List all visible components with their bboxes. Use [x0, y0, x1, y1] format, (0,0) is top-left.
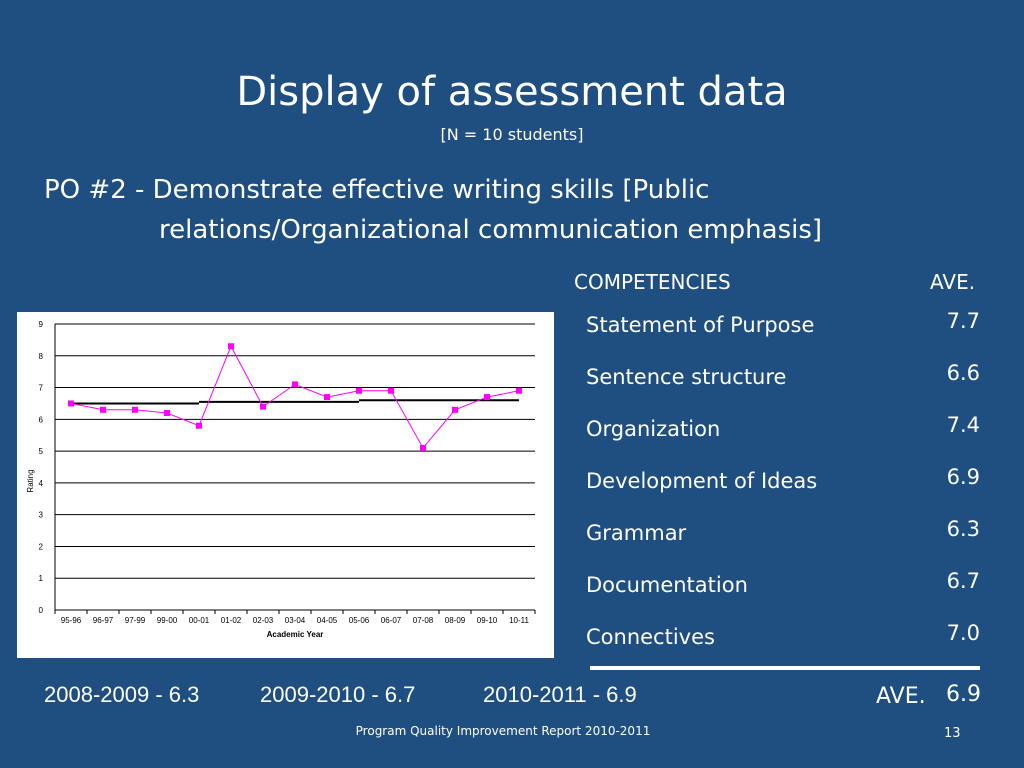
- data-point: [516, 387, 522, 394]
- competencies-header: COMPETENCIES: [574, 270, 731, 294]
- x-tick-label: 97-99: [125, 616, 146, 625]
- x-tick-label: 00-01: [189, 616, 210, 625]
- data-point: [260, 403, 266, 410]
- data-point: [68, 400, 74, 407]
- competency-average: 6.6: [946, 361, 980, 385]
- competency-row: Development of Ideas 6.9: [586, 465, 980, 508]
- y-tick-label: 1: [39, 574, 44, 583]
- competency-name: Connectives: [586, 625, 715, 649]
- x-tick-label: 01-02: [221, 616, 242, 625]
- x-tick-label: 06-07: [381, 616, 402, 625]
- y-tick-label: 3: [39, 511, 44, 520]
- total-divider: [590, 666, 980, 670]
- data-point: [356, 387, 362, 394]
- y-tick-label: 2: [39, 542, 44, 551]
- series-line: [70, 345, 520, 449]
- x-tick-label: 95-96: [61, 616, 82, 625]
- y-tick-label: 8: [39, 352, 44, 361]
- y-tick-label: 4: [39, 479, 44, 488]
- competency-row: Documentation 6.7: [586, 569, 980, 612]
- data-point: [196, 422, 202, 429]
- data-point: [420, 444, 426, 451]
- competency-average: 7.7: [946, 309, 980, 333]
- competency-name: Grammar: [586, 521, 687, 545]
- x-tick-label: 03-04: [285, 616, 306, 625]
- competency-average: 7.0: [946, 621, 980, 645]
- page-number: 13: [944, 726, 961, 741]
- competency-name: Development of Ideas: [586, 469, 818, 493]
- y-tick-label: 5: [39, 447, 44, 456]
- competency-name: Organization: [586, 417, 721, 441]
- data-point: [388, 387, 394, 394]
- y-axis-title: Rating: [26, 469, 35, 492]
- competency-row: Sentence structure 6.6: [586, 361, 980, 404]
- ave-header: AVE.: [930, 270, 976, 294]
- year-average: 2009-2010 - 6.7: [260, 682, 416, 707]
- x-tick-label: 08-09: [445, 616, 466, 625]
- overall-average-label: AVE.: [876, 684, 926, 709]
- data-point: [484, 394, 490, 401]
- data-point: [228, 343, 234, 350]
- x-tick-label: 96-97: [93, 616, 114, 625]
- overall-average-value: 6.9: [946, 682, 981, 707]
- y-tick-label: 9: [39, 320, 44, 329]
- program-outcome-line-2: relations/Organizational communication e…: [159, 215, 823, 245]
- competency-name: Documentation: [586, 573, 748, 597]
- competency-average: 7.4: [946, 413, 980, 437]
- data-point: [100, 406, 106, 413]
- data-point: [164, 409, 170, 416]
- competency-name: Sentence structure: [586, 365, 787, 389]
- y-tick-label: 7: [39, 384, 44, 393]
- year-average: 2010-2011 - 6.9: [483, 682, 637, 707]
- y-tick-label: 6: [39, 415, 44, 424]
- slide-title: Display of assessment data: [236, 69, 788, 115]
- x-tick-label: 02-03: [253, 616, 274, 625]
- competency-average: 6.3: [946, 517, 980, 541]
- competency-row: Connectives 7.0: [586, 621, 980, 664]
- competency-row: Organization 7.4: [586, 413, 980, 456]
- rating-chart-svg: 0 1 2 3 4 5 6 7 8 9 95-96 96-97 97-99 99-00 00-01 01-02…: [26, 320, 536, 639]
- data-point: [452, 406, 458, 413]
- x-tick-label: 05-06: [349, 616, 370, 625]
- rating-chart: 0 1 2 3 4 5 6 7 8 9 95-96 96-97 97-99 99-00 00-01 01-02…: [17, 312, 554, 658]
- y-tick-label: 0: [39, 606, 44, 615]
- data-point: [324, 394, 330, 401]
- x-axis-title: Academic Year: [267, 630, 324, 639]
- x-tick-label: 04-05: [317, 616, 338, 625]
- data-point: [292, 381, 298, 388]
- x-tick-label: 10-11: [509, 616, 529, 625]
- competency-average: 6.7: [946, 569, 980, 593]
- program-outcome-line-1: PO #2 - Demonstrate effective writing sk…: [44, 175, 710, 205]
- x-tick-label: 99-00: [157, 616, 178, 625]
- slide-subtitle: [N = 10 students]: [440, 125, 584, 144]
- competency-name: Statement of Purpose: [586, 313, 815, 337]
- x-tick-label: 09-10: [477, 616, 498, 625]
- footer-text: Program Quality Improvement Report 2010-…: [355, 724, 651, 738]
- competency-row: Statement of Purpose 7.7: [586, 309, 980, 352]
- competency-average: 6.9: [946, 465, 980, 489]
- program-outcome: PO #2 - Demonstrate effective writing sk…: [44, 170, 924, 250]
- year-average: 2008-2009 - 6.3: [44, 682, 200, 707]
- x-tick-label: 07-08: [413, 616, 434, 625]
- competency-row: Grammar 6.3: [586, 517, 980, 560]
- data-point: [132, 406, 138, 413]
